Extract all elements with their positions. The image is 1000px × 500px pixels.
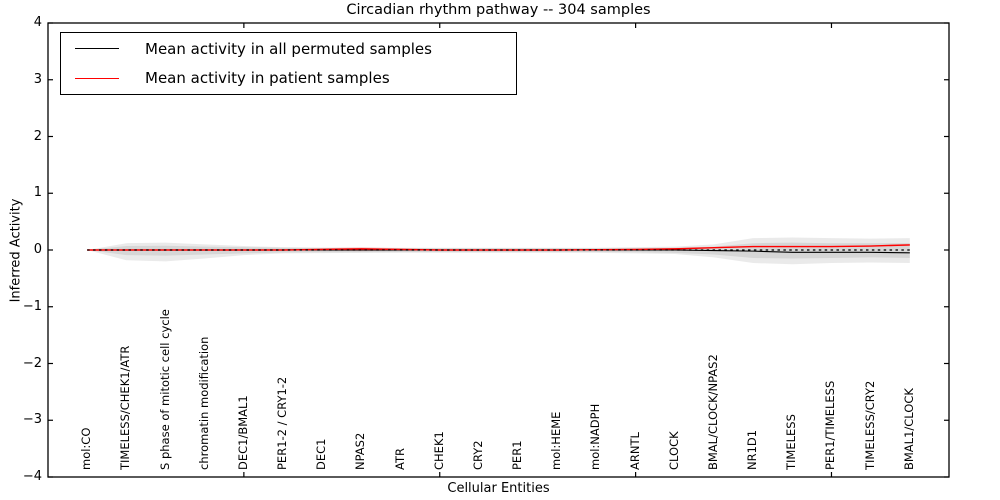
legend-label: Mean activity in patient samples [145, 69, 390, 88]
chart-title: Circadian rhythm pathway -- 304 samples [346, 2, 651, 18]
legend-entry-permuted: Mean activity in all permuted samples [61, 35, 516, 63]
x-tick-label: NR1D1 [745, 429, 760, 470]
y-tick-label: 4 [33, 15, 42, 30]
x-tick-label: ARNTL [627, 432, 642, 470]
x-tick-label: mol:NADPH [588, 403, 603, 470]
x-tick-label: BMAL1/CLOCK [901, 388, 916, 470]
permuted-spread-outer-band [87, 237, 910, 265]
y-tick-label: 0 [33, 242, 42, 257]
x-tick-label: PER1 [510, 440, 525, 470]
black-line-sample-icon [75, 48, 119, 50]
x-tick-label: TIMELESS/CHEK1/ATR [118, 345, 133, 470]
x-tick-label: NPAS2 [353, 432, 368, 470]
x-tick-label: CRY2 [470, 440, 485, 470]
y-tick-label: −2 [22, 355, 42, 371]
x-tick-label: mol:CO [79, 427, 94, 470]
y-tick-label: −4 [22, 469, 42, 484]
legend: Mean activity in all permuted samples Me… [60, 32, 517, 95]
y-tick-label: −1 [22, 298, 42, 314]
y-tick-label: 2 [33, 128, 42, 144]
x-tick-label: DEC1 [314, 438, 329, 470]
x-tick-label: CHEK1 [431, 431, 446, 470]
x-axis-label: Cellular Entities [447, 481, 550, 496]
x-tick-label: S phase of mitotic cell cycle [157, 309, 172, 470]
x-tick-label: BMAL/CLOCK/NPAS2 [705, 354, 720, 470]
y-tick-label: −3 [22, 412, 42, 428]
x-tick-label: ATR [392, 448, 407, 470]
red-line-sample-icon [75, 77, 119, 79]
x-tick-label: TIMELESS [784, 414, 799, 470]
y-tick-label: 1 [33, 185, 42, 201]
x-tick-label: PER1/TIMELESS [823, 380, 838, 470]
x-tick-label: DEC1/BMAL1 [235, 395, 250, 470]
x-tick-label: TIMELESS/CRY2 [862, 380, 877, 470]
x-tick-label: PER1-2 / CRY1-2 [275, 376, 290, 470]
y-tick-label: 3 [33, 71, 42, 87]
x-tick-label: CLOCK [666, 431, 681, 470]
x-tick-label: mol:HEME [549, 411, 564, 470]
legend-entry-patient: Mean activity in patient samples [61, 64, 516, 92]
x-tick-label: chromatin modification [196, 336, 211, 470]
legend-label: Mean activity in all permuted samples [145, 39, 432, 58]
